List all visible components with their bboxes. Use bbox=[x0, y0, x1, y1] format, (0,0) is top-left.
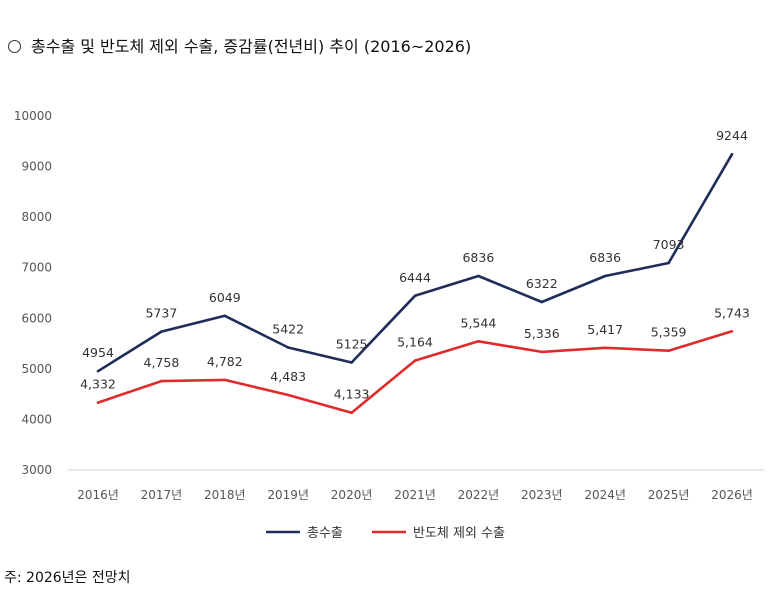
y-tick-label: 5000 bbox=[21, 362, 52, 376]
circle-bullet-icon bbox=[8, 40, 21, 53]
x-axis-ticks: 2016년 2017년 2018년 2019년 2020년 2021년 2022년 2023년… bbox=[77, 488, 753, 502]
data-point bbox=[286, 393, 290, 397]
y-tick-label: 7000 bbox=[21, 261, 52, 275]
x-tick-label: 2018년 bbox=[204, 488, 246, 502]
data-label: 6836 bbox=[462, 250, 494, 265]
data-point bbox=[350, 411, 353, 415]
data-label: 6836 bbox=[589, 250, 621, 265]
y-axis-ticks: 3000 4000 5000 6000 7000 8000 9000 10000 bbox=[14, 109, 52, 477]
data-label: 5125 bbox=[336, 337, 368, 352]
data-label: 6049 bbox=[209, 290, 241, 305]
x-tick-label: 2016년 bbox=[77, 488, 119, 502]
y-tick-label: 9000 bbox=[21, 160, 52, 174]
data-label: 4,483 bbox=[270, 369, 306, 384]
data-point bbox=[477, 340, 480, 343]
data-point bbox=[540, 300, 544, 304]
chart-title-row: 총수출 및 반도체 제외 수출, 증감률(전년비) 추이 (2016~2026) bbox=[8, 33, 471, 57]
y-tick-label: 6000 bbox=[21, 311, 52, 325]
legend: 총수출 반도체 제외 수출 bbox=[266, 526, 505, 541]
data-point bbox=[96, 369, 100, 373]
data-point bbox=[730, 329, 734, 333]
series-lines bbox=[96, 152, 734, 415]
data-point bbox=[96, 401, 100, 404]
data-point bbox=[286, 346, 290, 349]
data-label: 5,544 bbox=[461, 315, 497, 330]
data-label: 5,359 bbox=[651, 325, 687, 340]
data-labels: 4954 5737 6049 5422 5125 6444 6836 6322 6836 7093… bbox=[80, 128, 750, 401]
x-tick-label: 2019년 bbox=[267, 488, 309, 502]
x-tick-label: 2026년 bbox=[711, 488, 753, 502]
data-point bbox=[413, 359, 417, 362]
x-tick-label: 2022년 bbox=[458, 488, 500, 502]
x-tick-label: 2020년 bbox=[331, 488, 373, 502]
y-tick-label: 10000 bbox=[14, 109, 52, 123]
data-point bbox=[223, 314, 227, 318]
data-label: 6322 bbox=[526, 276, 558, 291]
data-label: 5422 bbox=[272, 322, 304, 337]
data-point bbox=[603, 274, 607, 278]
y-tick-label: 8000 bbox=[21, 210, 52, 224]
chart-title: 총수출 및 반도체 제외 수출, 증감률(전년비) 추이 (2016~2026) bbox=[31, 37, 472, 56]
y-tick-label: 4000 bbox=[21, 412, 52, 426]
x-tick-label: 2017년 bbox=[141, 488, 183, 502]
data-point bbox=[667, 349, 670, 353]
legend-label: 총수출 bbox=[307, 526, 343, 541]
data-label: 4,332 bbox=[80, 377, 116, 392]
data-label: 5,743 bbox=[714, 305, 750, 320]
data-label: 4,758 bbox=[144, 355, 180, 370]
data-label: 4954 bbox=[82, 345, 114, 360]
data-label: 5,164 bbox=[397, 335, 433, 350]
data-label: 5,417 bbox=[587, 322, 623, 337]
data-point bbox=[160, 379, 163, 383]
data-point bbox=[350, 361, 353, 364]
data-point bbox=[540, 350, 544, 354]
data-label: 5,336 bbox=[524, 326, 560, 341]
data-point bbox=[223, 378, 227, 382]
data-label: 4,782 bbox=[207, 354, 243, 369]
data-label: 9244 bbox=[716, 128, 748, 143]
data-label: 5737 bbox=[145, 306, 177, 321]
data-label: 7093 bbox=[653, 237, 685, 252]
x-tick-label: 2025년 bbox=[648, 488, 690, 502]
footnote: 주: 2026년은 전망치 bbox=[4, 570, 131, 586]
data-point bbox=[667, 261, 670, 265]
data-label: 4,133 bbox=[334, 387, 370, 402]
data-point bbox=[730, 152, 734, 156]
data-point bbox=[160, 330, 163, 333]
data-label: 6444 bbox=[399, 270, 431, 285]
legend-label: 반도체 제외 수출 bbox=[413, 526, 505, 541]
x-tick-label: 2024년 bbox=[584, 488, 626, 502]
x-tick-label: 2023년 bbox=[521, 488, 563, 502]
y-tick-label: 3000 bbox=[21, 463, 52, 477]
data-point bbox=[603, 346, 607, 350]
data-point bbox=[413, 294, 417, 298]
data-point bbox=[477, 274, 480, 278]
x-tick-label: 2021년 bbox=[394, 488, 436, 502]
